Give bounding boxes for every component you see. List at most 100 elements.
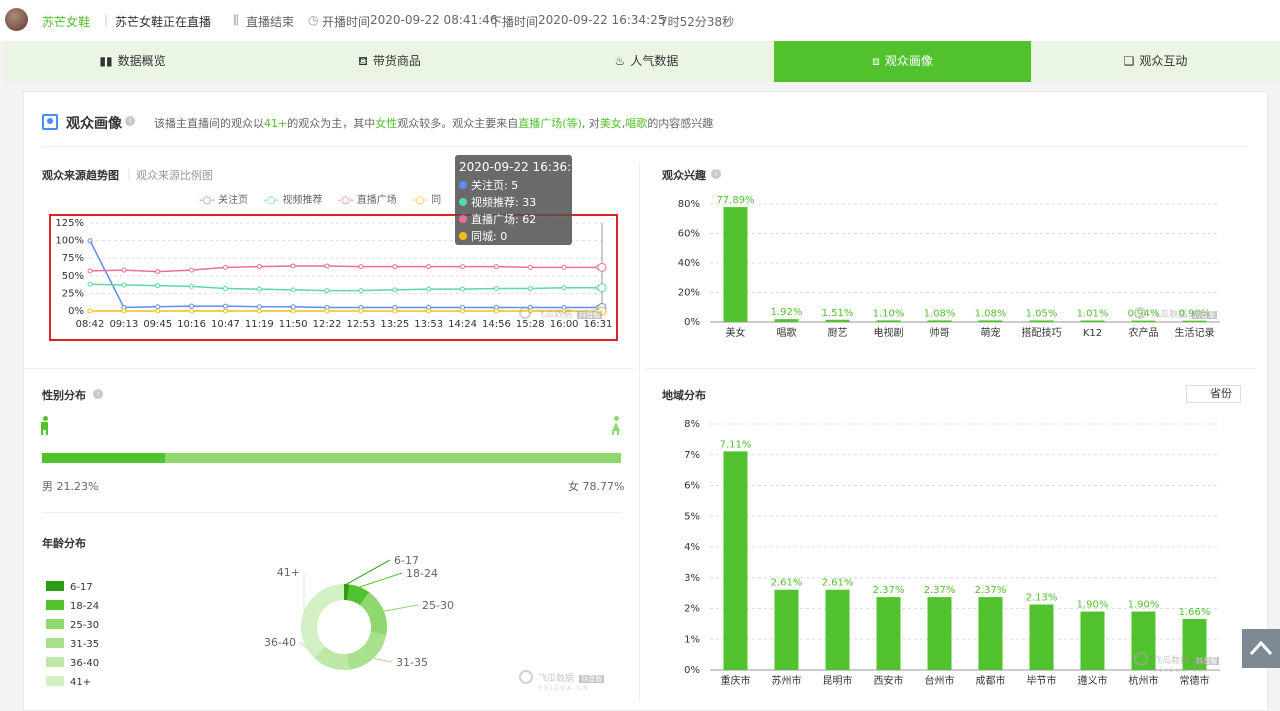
divider bbox=[42, 146, 1248, 147]
age-legend-item[interactable]: 18-24 bbox=[46, 597, 99, 616]
legend-label: 6-17 bbox=[70, 582, 93, 593]
bar-status-icon: ⫼ bbox=[233, 13, 239, 28]
shopping-bag-icon: ⛾ bbox=[358, 41, 368, 82]
tab-audience-portrait[interactable]: ⧈观众画像 bbox=[774, 41, 1031, 82]
tab-source-ratio[interactable]: 观众来源比例图 bbox=[136, 167, 213, 183]
male-ratio-label: 男 21.23% bbox=[42, 478, 98, 494]
bar bbox=[877, 320, 901, 322]
bar bbox=[1081, 321, 1105, 322]
legend-label: 25-30 bbox=[70, 620, 99, 631]
y-tick-label: 5% bbox=[684, 511, 700, 522]
slice-label: 31-35 bbox=[396, 656, 428, 669]
watermark-text: 飞瓜数据 bbox=[1151, 310, 1187, 320]
tooltip-row: 关注页: 5 bbox=[459, 177, 572, 194]
legend-swatch bbox=[46, 638, 64, 648]
x-tick-label: 帅哥 bbox=[930, 326, 950, 339]
tab-source-trend[interactable]: 观众来源趋势图 bbox=[42, 167, 119, 183]
audience-portrait-icon: ⧈ bbox=[872, 41, 880, 82]
age-legend-item[interactable]: 41+ bbox=[46, 673, 99, 692]
bar-value-label: 1.01% bbox=[1077, 309, 1109, 320]
x-tick-label: 唱歌 bbox=[777, 326, 797, 339]
watermark-badge: 抖音版 bbox=[579, 675, 604, 683]
end-time: 2020-09-22 16:34:25 bbox=[538, 13, 665, 27]
legend-label: 41+ bbox=[70, 677, 91, 688]
section-title: 观众画像 bbox=[66, 113, 122, 133]
bar-value-label: 1.05% bbox=[1026, 308, 1058, 319]
watermark: 飞瓜数据 抖音版 FEIGUA.CN bbox=[519, 666, 604, 692]
leader-line bbox=[360, 573, 402, 587]
bar-value-label: 1.08% bbox=[924, 308, 956, 319]
bar-value-label: 1.08% bbox=[975, 308, 1007, 319]
x-tick-label: 搭配技巧 bbox=[1022, 326, 1062, 339]
tab-overview[interactable]: ▮▮数据概览 bbox=[4, 41, 261, 82]
legend-item-local[interactable]: -○- 同 bbox=[412, 195, 441, 206]
age-legend-item[interactable]: 36-40 bbox=[46, 654, 99, 673]
x-tick-label: 毕节市 bbox=[1027, 674, 1057, 687]
duration: 7时52分38秒 bbox=[660, 13, 734, 30]
x-tick-label: 萌宠 bbox=[981, 326, 1001, 339]
tab-products[interactable]: ⛾ 带货商品 bbox=[261, 41, 518, 82]
tab-interaction[interactable]: ❏观众互动 bbox=[1031, 41, 1280, 82]
x-tick-label: 常德市 bbox=[1180, 674, 1210, 687]
info-icon[interactable]: i bbox=[711, 169, 721, 179]
start-time: 2020-09-22 08:41:46 bbox=[370, 13, 497, 27]
x-tick-label: 苏州市 bbox=[772, 674, 802, 687]
avatar[interactable] bbox=[5, 8, 28, 31]
bar-value-label: 2.61% bbox=[822, 578, 854, 589]
bar bbox=[979, 597, 1003, 670]
streamer-name[interactable]: 苏芒女鞋 bbox=[42, 13, 90, 30]
tab-label: 人气数据 bbox=[630, 54, 678, 68]
bar bbox=[928, 597, 952, 670]
bar bbox=[1030, 605, 1054, 670]
logo-icon bbox=[1134, 307, 1146, 319]
slice-label: 41+ bbox=[277, 566, 300, 579]
source-legend: -○- 关注页 -○- 视频推荐 -○- 直播广场 -○- 同 bbox=[199, 191, 441, 206]
end-time-label: 下播时间 bbox=[490, 13, 538, 30]
tab-label: 观众互动 bbox=[1139, 54, 1187, 68]
tab-bar: ▮▮数据概览 ⛾ 带货商品 ♨人气数据 ⧈观众画像 ❏观众互动 bbox=[4, 41, 1280, 82]
watermark-badge: 抖音版 bbox=[1194, 657, 1219, 665]
live-header: 苏芒女鞋 | 苏芒女鞋正在直播 ⫼ 直播结束 ◷ 开播时间 2020-09-22… bbox=[0, 0, 1280, 41]
tooltip-time: 2020-09-22 16:36:56 bbox=[459, 160, 572, 174]
legend-item-square[interactable]: -○- 直播广场 bbox=[338, 195, 397, 206]
live-status: 直播结束 bbox=[246, 13, 294, 30]
info-icon[interactable]: i bbox=[125, 116, 135, 126]
bar bbox=[826, 320, 850, 322]
y-tick-label: 6% bbox=[684, 481, 700, 492]
legend-item-follow[interactable]: -○- 关注页 bbox=[199, 195, 248, 206]
y-tick-label: 0% bbox=[684, 317, 700, 328]
legend-label: 18-24 bbox=[70, 601, 99, 612]
watermark-badge: 抖音版 bbox=[1192, 311, 1217, 319]
x-tick-label: 美女 bbox=[726, 326, 746, 339]
watermark: 飞瓜数据 抖音版 bbox=[1134, 302, 1217, 321]
legend-swatch bbox=[46, 600, 64, 610]
legend-swatch bbox=[46, 676, 64, 686]
tooltip-label: 同城: 0 bbox=[471, 230, 507, 243]
female-ratio-label: 女 78.77% bbox=[568, 478, 624, 494]
y-tick-label: 80% bbox=[678, 199, 700, 210]
x-tick-label: 电视剧 bbox=[874, 326, 904, 339]
region-title: 地域分布 bbox=[662, 387, 706, 403]
tooltip-label: 关注页: 5 bbox=[471, 179, 518, 192]
back-to-top-button[interactable] bbox=[1242, 629, 1280, 668]
bar-value-label: 1.90% bbox=[1128, 600, 1160, 611]
divider: | bbox=[104, 13, 108, 27]
age-title: 年龄分布 bbox=[42, 535, 86, 551]
info-icon[interactable]: i bbox=[93, 389, 103, 399]
tooltip-row: 视频推荐: 33 bbox=[459, 194, 572, 211]
bar bbox=[724, 451, 748, 670]
legend-item-video[interactable]: -○- 视频推荐 bbox=[263, 195, 322, 206]
bar-value-label: 7.11% bbox=[720, 439, 752, 450]
bar-value-label: 1.90% bbox=[1077, 600, 1109, 611]
leader-line bbox=[384, 605, 418, 611]
age-legend-item[interactable]: 25-30 bbox=[46, 616, 99, 635]
age-legend-item[interactable]: 31-35 bbox=[46, 635, 99, 654]
tab-label: 带货商品 bbox=[373, 54, 421, 68]
region-level-select[interactable]: 省份 bbox=[1186, 385, 1241, 403]
y-tick-label: 2% bbox=[684, 604, 700, 615]
age-legend-item[interactable]: 6-17 bbox=[46, 578, 99, 597]
audience-portrait-card: 观众画像 i 该播主直播间的观众以41+的观众为主，其中女性观众较多。观众主要来… bbox=[23, 91, 1268, 711]
tab-popularity[interactable]: ♨人气数据 bbox=[518, 41, 775, 82]
